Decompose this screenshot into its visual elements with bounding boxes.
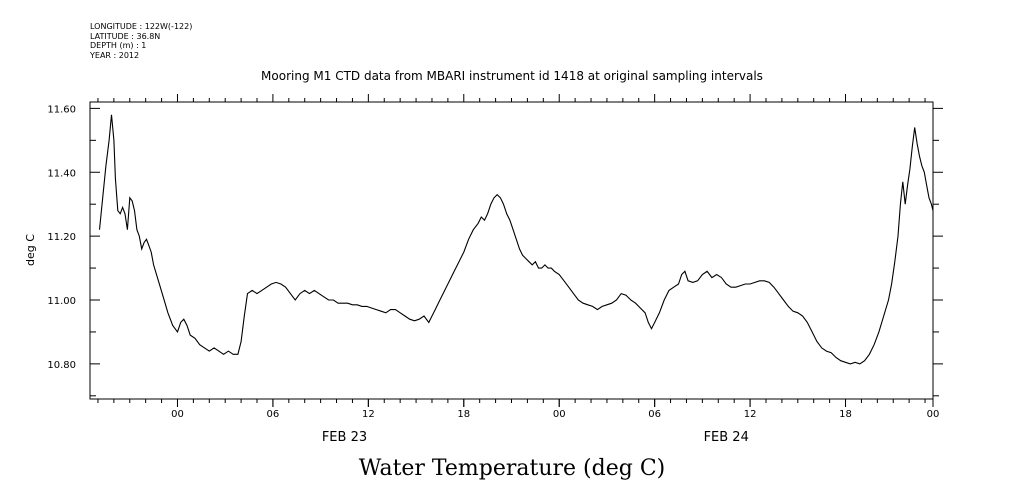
- chart-title: Mooring M1 CTD data from MBARI instrumen…: [261, 69, 763, 83]
- y-tick-label: 10.80: [47, 360, 76, 371]
- x-tick-label: 00: [553, 409, 566, 420]
- x-tick-label: 06: [267, 409, 280, 420]
- y-tick-label: 11.60: [47, 104, 76, 115]
- date-label-feb24: FEB 24: [704, 430, 749, 445]
- y-tick-label: 11.40: [47, 168, 76, 179]
- x-tick-label: 12: [744, 409, 757, 420]
- y-axis-label: deg C: [24, 234, 37, 266]
- y-axis: 10.80 11.00 11.20 11.40 11.60: [47, 104, 943, 397]
- x-tick-label: 18: [457, 409, 470, 420]
- x-tick-label: 12: [362, 409, 375, 420]
- x-tick-label: 00: [171, 409, 184, 420]
- date-label-feb23: FEB 23: [322, 430, 367, 445]
- x-axis: 00 06 12 18 00 06 12 18 00: [97, 94, 940, 420]
- metadata-block: LONGITUDE : 122W(-122) LATITUDE : 36.8N …: [90, 22, 192, 60]
- x-tick-label: 18: [839, 409, 852, 420]
- y-tick-label: 11.20: [47, 232, 76, 243]
- series-line: [98, 114, 934, 365]
- x-tick-label: 06: [648, 409, 661, 420]
- y-tick-label: 11.00: [47, 296, 76, 307]
- depth-label: DEPTH (m) : 1: [90, 41, 147, 50]
- plot-frame: [89, 101, 934, 400]
- longitude-label: LONGITUDE : 122W(-122): [90, 22, 193, 31]
- x-tick-label: 00: [927, 409, 940, 420]
- latitude-label: LATITUDE : 36.8N: [90, 31, 161, 41]
- x-axis-title: Water Temperature (deg C): [359, 456, 666, 481]
- year-label: YEAR : 2012: [90, 50, 140, 60]
